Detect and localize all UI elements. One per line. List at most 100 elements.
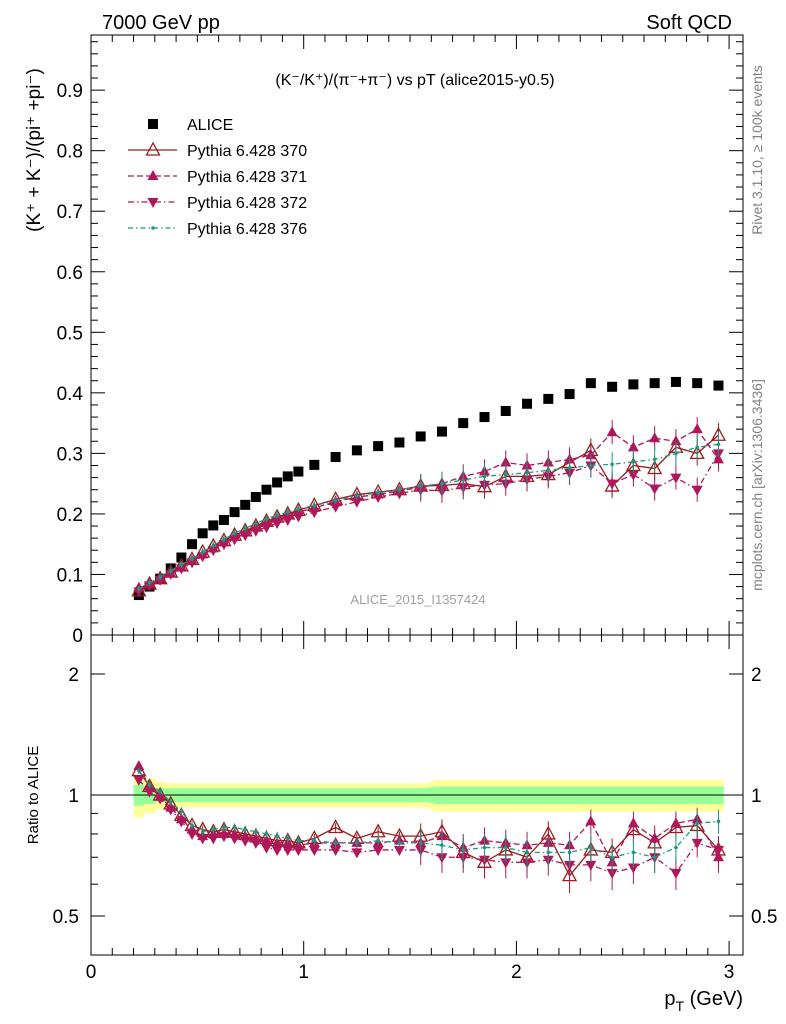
data-point (312, 838, 317, 843)
data-point (296, 838, 301, 843)
legend-label: Pythia 6.428 372 (187, 195, 307, 212)
data-point (500, 406, 511, 417)
data-point (147, 783, 152, 787)
data-point (606, 479, 618, 490)
ratio-data-series (131, 760, 727, 894)
data-point (503, 845, 508, 850)
data-point (355, 493, 359, 498)
x-axis-label: pT (GeV) (664, 988, 743, 1014)
data-point (482, 845, 487, 850)
data-point (197, 528, 208, 539)
data-point (373, 441, 384, 452)
main-y-tick-label: 0.9 (57, 81, 83, 102)
main-data-series (131, 376, 727, 601)
data-point (275, 834, 279, 838)
data-point (415, 431, 426, 442)
data-point (479, 412, 490, 423)
data-point (190, 556, 194, 561)
legend-marker (148, 119, 158, 129)
ratio-series-pythia-3 (133, 775, 724, 891)
data-point (440, 481, 444, 486)
data-point (232, 825, 237, 830)
data-point (282, 471, 293, 482)
data-point (218, 832, 230, 843)
data-point (158, 575, 162, 579)
data-point (261, 484, 272, 495)
data-point (330, 845, 342, 856)
data-point (461, 848, 466, 852)
data-point (239, 836, 251, 847)
data-point (372, 492, 384, 503)
data-point (200, 550, 205, 554)
data-point (260, 523, 272, 534)
data-point (133, 775, 145, 786)
data-point (308, 508, 320, 519)
data-point (292, 512, 304, 523)
data-point (222, 825, 226, 830)
data-point (649, 432, 661, 443)
data-point (585, 378, 596, 389)
data-point (691, 485, 703, 496)
data-point (260, 834, 272, 845)
data-point (482, 474, 487, 479)
data-point (240, 499, 251, 510)
data-point (606, 426, 618, 437)
data-point (589, 845, 593, 850)
data-point (137, 587, 141, 591)
data-point (418, 841, 423, 845)
ratio-uncertainty-band (133, 775, 724, 818)
data-point (200, 829, 205, 834)
data-point (333, 841, 338, 845)
data-point (713, 380, 724, 391)
data-point (254, 829, 258, 834)
main-y-tick-label: 0.4 (57, 384, 84, 405)
data-point (254, 521, 258, 526)
category-label: Soft QCD (646, 12, 732, 34)
data-point (211, 543, 216, 548)
legend-entry: ALICE (148, 117, 233, 134)
data-point (394, 437, 405, 448)
ratio-y-tick-label-right: 0.5 (751, 907, 777, 928)
legend-marker (147, 198, 159, 208)
data-point (585, 815, 597, 826)
data-point (165, 805, 177, 816)
data-point (567, 850, 572, 855)
data-point (397, 487, 402, 492)
data-point (355, 841, 359, 845)
ratio-y-axis: 0.5 0.5 1 1 2 2 (53, 665, 778, 928)
data-point (308, 845, 320, 856)
ratio-y-tick-label-right: 1 (751, 786, 762, 807)
data-point (627, 470, 639, 481)
data-point (229, 535, 241, 546)
data-point (133, 760, 145, 771)
series-line (138, 428, 719, 589)
data-point (168, 569, 173, 573)
ratio-y-tick-label: 1 (68, 786, 79, 807)
data-point (179, 809, 184, 814)
data-point (606, 868, 618, 879)
ratio-y-tick-label: 0.5 (53, 907, 79, 928)
data-point (607, 381, 618, 392)
data-point (271, 836, 283, 847)
legend-marker (145, 141, 161, 156)
x-tick-label: 1 (298, 962, 309, 983)
data-point (649, 378, 660, 389)
data-point (175, 817, 187, 828)
legend-label: Pythia 6.428 370 (187, 143, 307, 160)
legend-entry: Pythia 6.428 371 (128, 169, 307, 186)
data-point (691, 838, 703, 849)
data-point (652, 457, 657, 462)
data-point (503, 472, 508, 477)
data-point (207, 546, 219, 557)
data-point (292, 845, 304, 856)
data-point (525, 470, 529, 475)
plot-title: (K⁻/K⁺)/(π⁻+π⁻) vs pT (alice2015-y0.5) (275, 72, 554, 89)
rivet-version-label: Rivet 3.1.10, ≥ 100k events (749, 65, 765, 235)
data-point (522, 398, 533, 409)
legend-entry: Pythia 6.428 370 (128, 141, 307, 160)
data-point (458, 418, 469, 429)
legend: ALICE Pythia 6.428 370 Pythia 6.428 371 Pyt… (128, 117, 307, 238)
data-point (627, 863, 639, 874)
ratio-series-pythia-4 (137, 767, 721, 873)
data-point (229, 507, 240, 518)
